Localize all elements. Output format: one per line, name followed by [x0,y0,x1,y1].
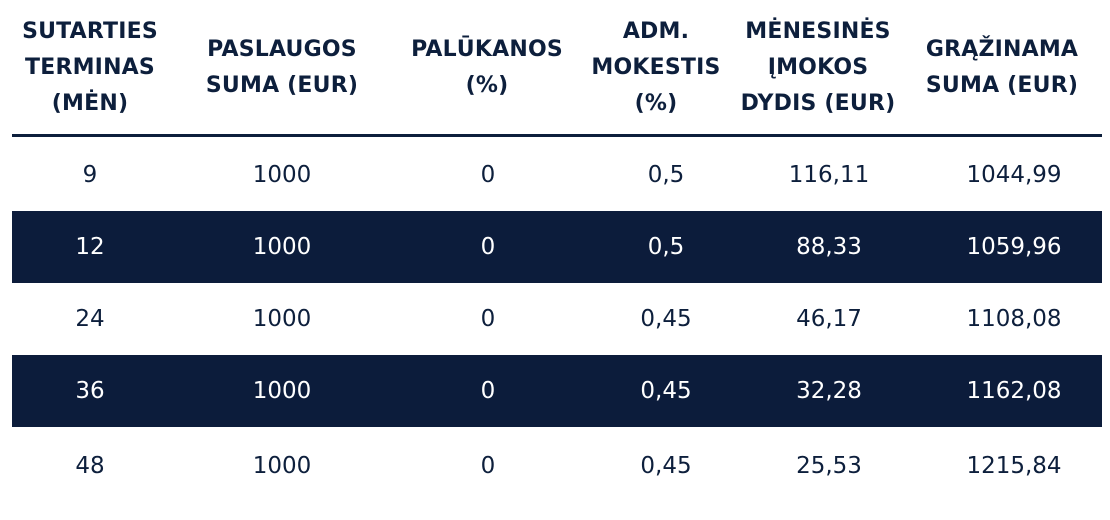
cell-monthly-payment: 116,11 [788,162,870,188]
cell-term: 24 [75,306,105,332]
cell-admin-fee: 0,45 [640,306,692,332]
column-header-term: SUTARTIES TERMINAS (MĖN) [22,19,158,116]
cell-total-repayable: 1108,08 [966,306,1062,332]
column-header-admin-fee: ADM. MOKESTIS (%) [591,19,721,116]
cell-term: 9 [82,162,98,188]
cell-monthly-payment: 46,17 [796,306,862,332]
cell-interest: 0 [480,162,496,188]
column-header-amount: PASLAUGOS SUMA (EUR) [205,37,359,98]
table-row: 24 1000 0 0,45 46,17 1108,08 [12,283,1102,355]
table-row: 12 1000 0 0,5 88,33 1059,96 [12,211,1102,283]
table-row: 9 1000 0 0,5 116,11 1044,99 [12,139,1102,211]
cell-total-repayable: 1215,84 [966,453,1062,479]
cell-interest: 0 [480,306,496,332]
header-divider [12,134,1102,137]
cell-amount: 1000 [252,453,312,479]
cell-total-repayable: 1044,99 [966,162,1062,188]
cell-monthly-payment: 32,28 [796,378,862,404]
column-header-total-repayable: GRĄŽINAMA SUMA (EUR) [925,37,1079,98]
table-header: SUTARTIES TERMINAS (MĖN) PASLAUGOS SUMA … [0,0,1110,136]
cell-admin-fee: 0,5 [647,234,685,260]
column-header-interest: PALŪKANOS (%) [411,37,563,98]
cell-term: 12 [75,234,105,260]
cell-term: 48 [75,453,105,479]
cell-amount: 1000 [252,162,312,188]
cell-amount: 1000 [252,306,312,332]
cell-term: 36 [75,378,105,404]
table-row: 36 1000 0 0,45 32,28 1162,08 [12,355,1102,427]
cell-monthly-payment: 25,53 [796,453,862,479]
cell-interest: 0 [480,378,496,404]
column-header-monthly-payment: MĖNESINĖS ĮMOKOS DYDIS (EUR) [740,19,896,116]
cell-amount: 1000 [252,378,312,404]
cell-amount: 1000 [252,234,312,260]
cell-admin-fee: 0,45 [640,378,692,404]
cell-interest: 0 [480,234,496,260]
cell-total-repayable: 1059,96 [966,234,1062,260]
cell-total-repayable: 1162,08 [966,378,1062,404]
cell-admin-fee: 0,45 [640,453,692,479]
cell-monthly-payment: 88,33 [796,234,862,260]
cell-interest: 0 [480,453,496,479]
table-row: 48 1000 0 0,45 25,53 1215,84 [12,430,1102,502]
cell-admin-fee: 0,5 [647,162,685,188]
